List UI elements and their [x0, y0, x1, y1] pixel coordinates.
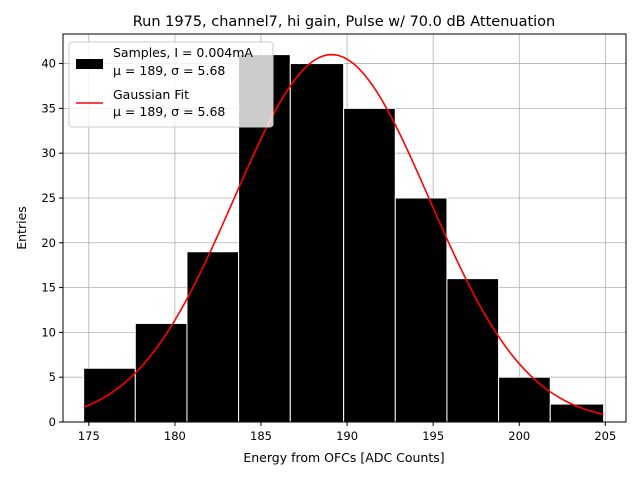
- histogram-bar: [83, 367, 136, 423]
- plot-frame: [62, 33, 627, 423]
- y-tick-label: 10: [41, 325, 56, 339]
- x-tick-label: 185: [250, 429, 272, 443]
- y-tick-label: 5: [49, 370, 56, 384]
- x-tick-label: 180: [164, 429, 186, 443]
- x-axis-ticks: 175 180 185 190 195 200 205: [78, 422, 616, 443]
- y-tick-label: 35: [41, 101, 56, 115]
- legend-samples-swatch: [76, 59, 103, 69]
- legend-fit-stats: μ = 189, σ = 5.68: [113, 104, 225, 119]
- y-tick-label: 40: [41, 57, 56, 71]
- x-tick-label: 195: [422, 429, 444, 443]
- y-tick-label: 20: [41, 236, 56, 250]
- legend: Samples, I = 0.004mA μ = 189, σ = 5.68 G…: [68, 41, 274, 128]
- y-axis-ticks: 0 5 10 15 20 25 30 35 40: [41, 57, 63, 429]
- gaussian-fit-curve: [83, 53, 604, 416]
- histogram-bar: [446, 278, 500, 423]
- histogram-bar: [394, 197, 448, 423]
- x-tick-label: 175: [78, 429, 100, 443]
- x-tick-label: 205: [594, 429, 616, 443]
- chart-title: Run 1975, channel7, hi gain, Pulse w/ 70…: [133, 14, 556, 30]
- y-tick-label: 15: [41, 281, 56, 295]
- x-tick-label: 200: [508, 429, 530, 443]
- histogram-bar: [186, 251, 240, 423]
- y-tick-label: 0: [49, 415, 56, 429]
- legend-box: [68, 41, 274, 128]
- gaussian-fit-layer: [83, 53, 604, 416]
- y-axis-label: Entries: [14, 206, 29, 250]
- y-tick-label: 30: [41, 146, 56, 160]
- x-axis-label: Energy from OFCs [ADC Counts]: [243, 450, 444, 465]
- histogram-bar: [289, 63, 345, 423]
- legend-samples-label: Samples, I = 0.004mA: [113, 45, 253, 60]
- legend-samples-stats: μ = 189, σ = 5.68: [113, 63, 225, 78]
- legend-fit-label: Gaussian Fit: [113, 87, 189, 102]
- histogram-bar: [134, 322, 188, 423]
- y-tick-label: 25: [41, 191, 56, 205]
- histogram-bar: [498, 376, 551, 423]
- histogram-bar: [343, 107, 396, 423]
- x-tick-label: 190: [336, 429, 358, 443]
